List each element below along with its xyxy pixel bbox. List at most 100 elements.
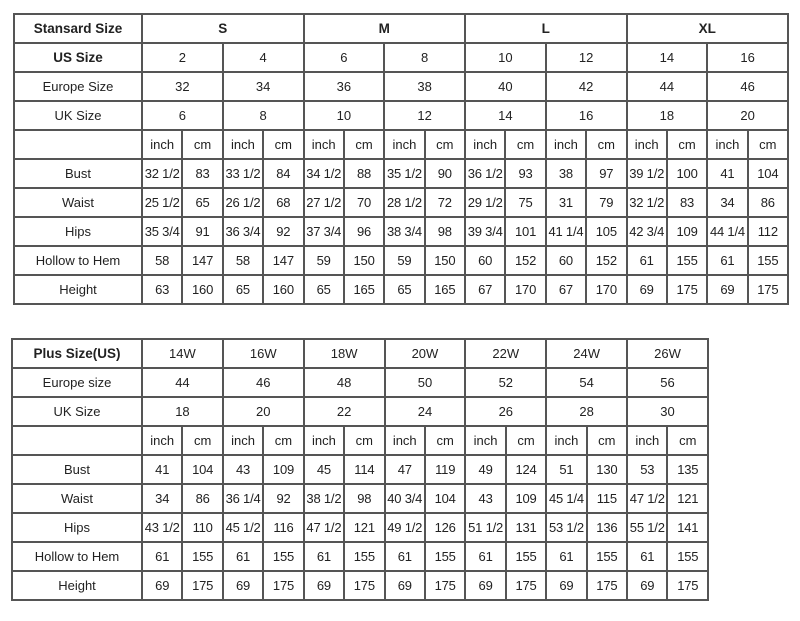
bust-inch: 49: [464, 454, 507, 485]
hips-inch: 44 1/4: [706, 216, 749, 247]
us-size-value: 10: [464, 42, 547, 73]
uk-size-value: 6: [141, 100, 224, 131]
europe-size-label: Europe size: [11, 367, 143, 398]
bust-inch: 39 1/2: [625, 158, 668, 189]
waist-inch: 45 1/4: [545, 483, 588, 514]
hollow-to-hem-cm: 155: [585, 541, 629, 572]
bust-cm: 130: [585, 454, 629, 485]
unit-cm: cm: [343, 425, 386, 456]
waist-inch: 25 1/2: [140, 187, 184, 218]
hips-inch: 38 3/4: [383, 216, 426, 247]
bust-inch: 32 1/2: [140, 158, 184, 189]
waist-inch: 36 1/4: [221, 483, 265, 514]
height-cm: 165: [423, 274, 467, 305]
size-group-s: S: [141, 13, 305, 44]
unit-cm: cm: [585, 129, 628, 160]
bust-cm: 83: [181, 158, 224, 189]
waist-inch: 32 1/2: [625, 187, 668, 218]
height-cm: 175: [665, 274, 709, 305]
height-row: Height 69 175 69 175 69 175 69 175 69 175 69 175 69 17…: [11, 570, 709, 601]
plus-size-22w: 22W: [464, 338, 548, 369]
hips-inch: 51 1/2: [464, 512, 507, 543]
bust-inch: 35 1/2: [383, 158, 426, 189]
hips-inch: 43 1/2: [140, 512, 184, 543]
hips-inch: 36 3/4: [221, 216, 265, 247]
us-size-value: 8: [383, 42, 466, 73]
hips-row: Hips 35 3/4 91 36 3/4 92 37 3/4 96 38 3/4 98 39 3…: [13, 216, 790, 247]
plus-size-16w: 16W: [221, 338, 305, 369]
bust-cm: 88: [342, 158, 386, 189]
hips-label: Hips: [13, 216, 143, 247]
hips-inch: 55 1/2: [626, 512, 669, 543]
hollow-to-hem-inch: 61: [383, 541, 426, 572]
height-cm: 175: [262, 570, 305, 601]
us-size-row: US Size 2 4 6 8 10 12 14 16: [13, 42, 789, 73]
hollow-to-hem-cm: 155: [504, 541, 548, 572]
height-inch: 69: [625, 274, 668, 305]
size-group-m: M: [302, 13, 466, 44]
height-inch: 69: [221, 570, 265, 601]
height-inch: 67: [463, 274, 507, 305]
uk-size-value: 18: [141, 396, 224, 427]
bust-cm: 124: [504, 454, 548, 485]
uk-size-label: UK Size: [13, 100, 143, 131]
hips-cm: 109: [665, 216, 709, 247]
bust-cm: 119: [423, 454, 467, 485]
hollow-to-hem-cm: 152: [585, 245, 628, 276]
unit-inch: inch: [625, 129, 668, 160]
height-row: Height 63 160 65 160 65 165 65 165 67 170 67 170 69 17…: [13, 274, 790, 305]
height-inch: 69: [706, 274, 749, 305]
header-row: Plus Size(US) 14W 16W 18W 20W 22W 24W 26W: [11, 338, 709, 369]
hollow-to-hem-inch: 61: [545, 541, 588, 572]
waist-cm: 75: [504, 187, 547, 218]
size-group-xl: XL: [625, 13, 789, 44]
hollow-to-hem-cm: 150: [342, 245, 386, 276]
hollow-to-hem-inch: 61: [140, 541, 184, 572]
unit-cm: cm: [585, 425, 629, 456]
hips-label: Hips: [11, 512, 143, 543]
unit-inch: inch: [383, 129, 426, 160]
uk-size-value: 22: [302, 396, 386, 427]
hips-cm: 98: [423, 216, 467, 247]
unit-cm: cm: [504, 129, 547, 160]
hollow-to-hem-label: Hollow to Hem: [11, 541, 143, 572]
waist-inch: 34: [706, 187, 749, 218]
hollow-to-hem-cm: 152: [504, 245, 547, 276]
hips-inch: 47 1/2: [302, 512, 346, 543]
unit-cm: cm: [666, 425, 709, 456]
hips-cm: 136: [585, 512, 629, 543]
waist-cm: 98: [343, 483, 386, 514]
europe-size-value: 32: [141, 71, 224, 102]
bust-row: Bust 32 1/2 83 33 1/2 84 34 1/2 88 35 1/2 90 36 1…: [13, 158, 790, 189]
height-cm: 160: [262, 274, 305, 305]
height-cm: 165: [342, 274, 386, 305]
waist-cm: 109: [504, 483, 548, 514]
uk-size-value: 10: [302, 100, 386, 131]
unit-inch: inch: [706, 129, 749, 160]
uk-size-value: 8: [221, 100, 305, 131]
unit-inch: inch: [545, 425, 588, 456]
waist-inch: 38 1/2: [302, 483, 346, 514]
uk-size-value: 14: [464, 100, 547, 131]
height-inch: 69: [464, 570, 507, 601]
europe-size-label: Europe Size: [13, 71, 143, 102]
uk-size-value: 28: [545, 396, 629, 427]
hips-cm: 116: [262, 512, 305, 543]
uk-size-label: UK Size: [11, 396, 143, 427]
europe-size-value: 54: [545, 367, 629, 398]
height-cm: 175: [423, 570, 467, 601]
us-size-value: 6: [302, 42, 386, 73]
unit-cm: cm: [504, 425, 548, 456]
bust-cm: 90: [423, 158, 467, 189]
hollow-to-hem-label: Hollow to Hem: [13, 245, 143, 276]
unit-cm: cm: [423, 425, 467, 456]
hollow-to-hem-cm: 155: [666, 541, 709, 572]
europe-size-row: Europe size 44 46 48 50 52 54 56: [11, 367, 709, 398]
plus-size-table: Plus Size(US) 14W 16W 18W 20W 22W 24W 26W Europe…: [11, 338, 709, 601]
bust-inch: 43: [221, 454, 265, 485]
bust-label: Bust: [11, 454, 143, 485]
hollow-to-hem-cm: 147: [181, 245, 224, 276]
us-size-value: 14: [625, 42, 709, 73]
height-inch: 65: [221, 274, 265, 305]
bust-cm: 93: [504, 158, 547, 189]
